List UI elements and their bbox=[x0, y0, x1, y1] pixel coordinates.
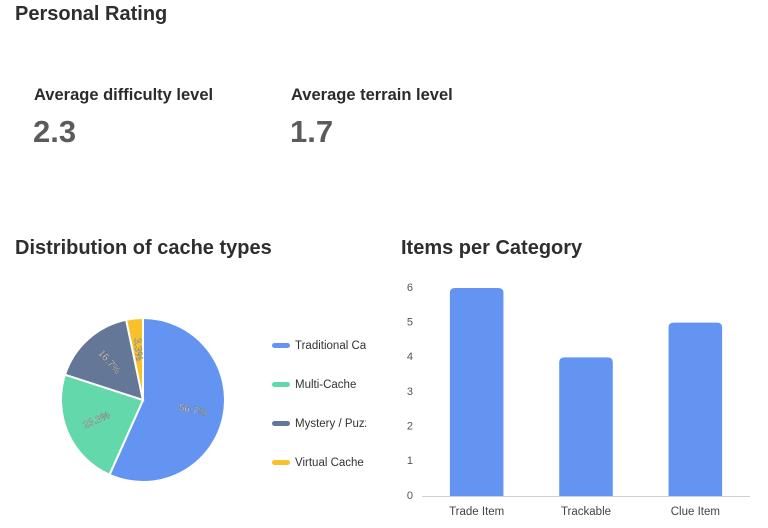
x-tick-label: Clue Item bbox=[671, 506, 720, 518]
x-tick-label: Trackable bbox=[561, 506, 611, 518]
legend-item-traditional-cache[interactable]: Traditional Cache bbox=[272, 326, 366, 365]
pie-slice-mystery-puzzle[interactable] bbox=[63, 318, 145, 402]
y-tick-label: 0 bbox=[407, 490, 413, 502]
bar-trackable[interactable] bbox=[559, 357, 613, 496]
legend-label: Mystery / Puzzle bbox=[295, 417, 366, 430]
legend-item-virtual-cache[interactable]: Virtual Cache bbox=[272, 443, 366, 482]
legend-swatch bbox=[272, 343, 290, 348]
legend-label: Multi-Cache bbox=[295, 378, 357, 391]
y-tick-label: 1 bbox=[407, 455, 413, 467]
bar-trade-item[interactable] bbox=[449, 288, 504, 496]
y-tick-label: 2 bbox=[407, 421, 413, 433]
legend-label: Traditional Cache bbox=[295, 339, 366, 352]
pie-slice-virtual-cache[interactable] bbox=[124, 316, 144, 401]
legend-swatch bbox=[272, 460, 290, 465]
difficulty-value: 2.3 bbox=[33, 114, 77, 149]
difficulty-label: Average difficulty level bbox=[34, 86, 214, 104]
y-tick-label: 5 bbox=[407, 317, 413, 329]
legend-item-mystery-puzzle[interactable]: Mystery / Puzzle bbox=[272, 404, 366, 443]
legend-swatch bbox=[272, 421, 290, 426]
pie-slice-multi-cache[interactable] bbox=[60, 373, 145, 477]
legend-label: Virtual Cache bbox=[295, 456, 364, 469]
page-title: Personal Rating bbox=[15, 3, 168, 25]
x-tick-label: Trade Item bbox=[449, 506, 504, 518]
legend-item-multi-cache[interactable]: Multi-Cache bbox=[272, 365, 366, 404]
legend-swatch bbox=[272, 382, 290, 387]
terrain-value: 1.7 bbox=[290, 114, 334, 149]
terrain-label: Average terrain level bbox=[291, 86, 453, 104]
pie-data-label: 3.3% bbox=[131, 338, 144, 362]
bar-clue-item[interactable] bbox=[668, 322, 723, 496]
pie-legend: Traditional Cache Multi-Cache Mystery / … bbox=[272, 326, 366, 482]
y-tick-label: 4 bbox=[407, 351, 413, 363]
pie-slice-traditional-cache[interactable] bbox=[108, 316, 226, 483]
y-tick-label: 6 bbox=[407, 282, 413, 294]
pie-chart-title: Distribution of cache types bbox=[15, 237, 272, 259]
y-tick-label: 3 bbox=[407, 386, 413, 398]
bar-chart-title: Items per Category bbox=[401, 237, 583, 259]
